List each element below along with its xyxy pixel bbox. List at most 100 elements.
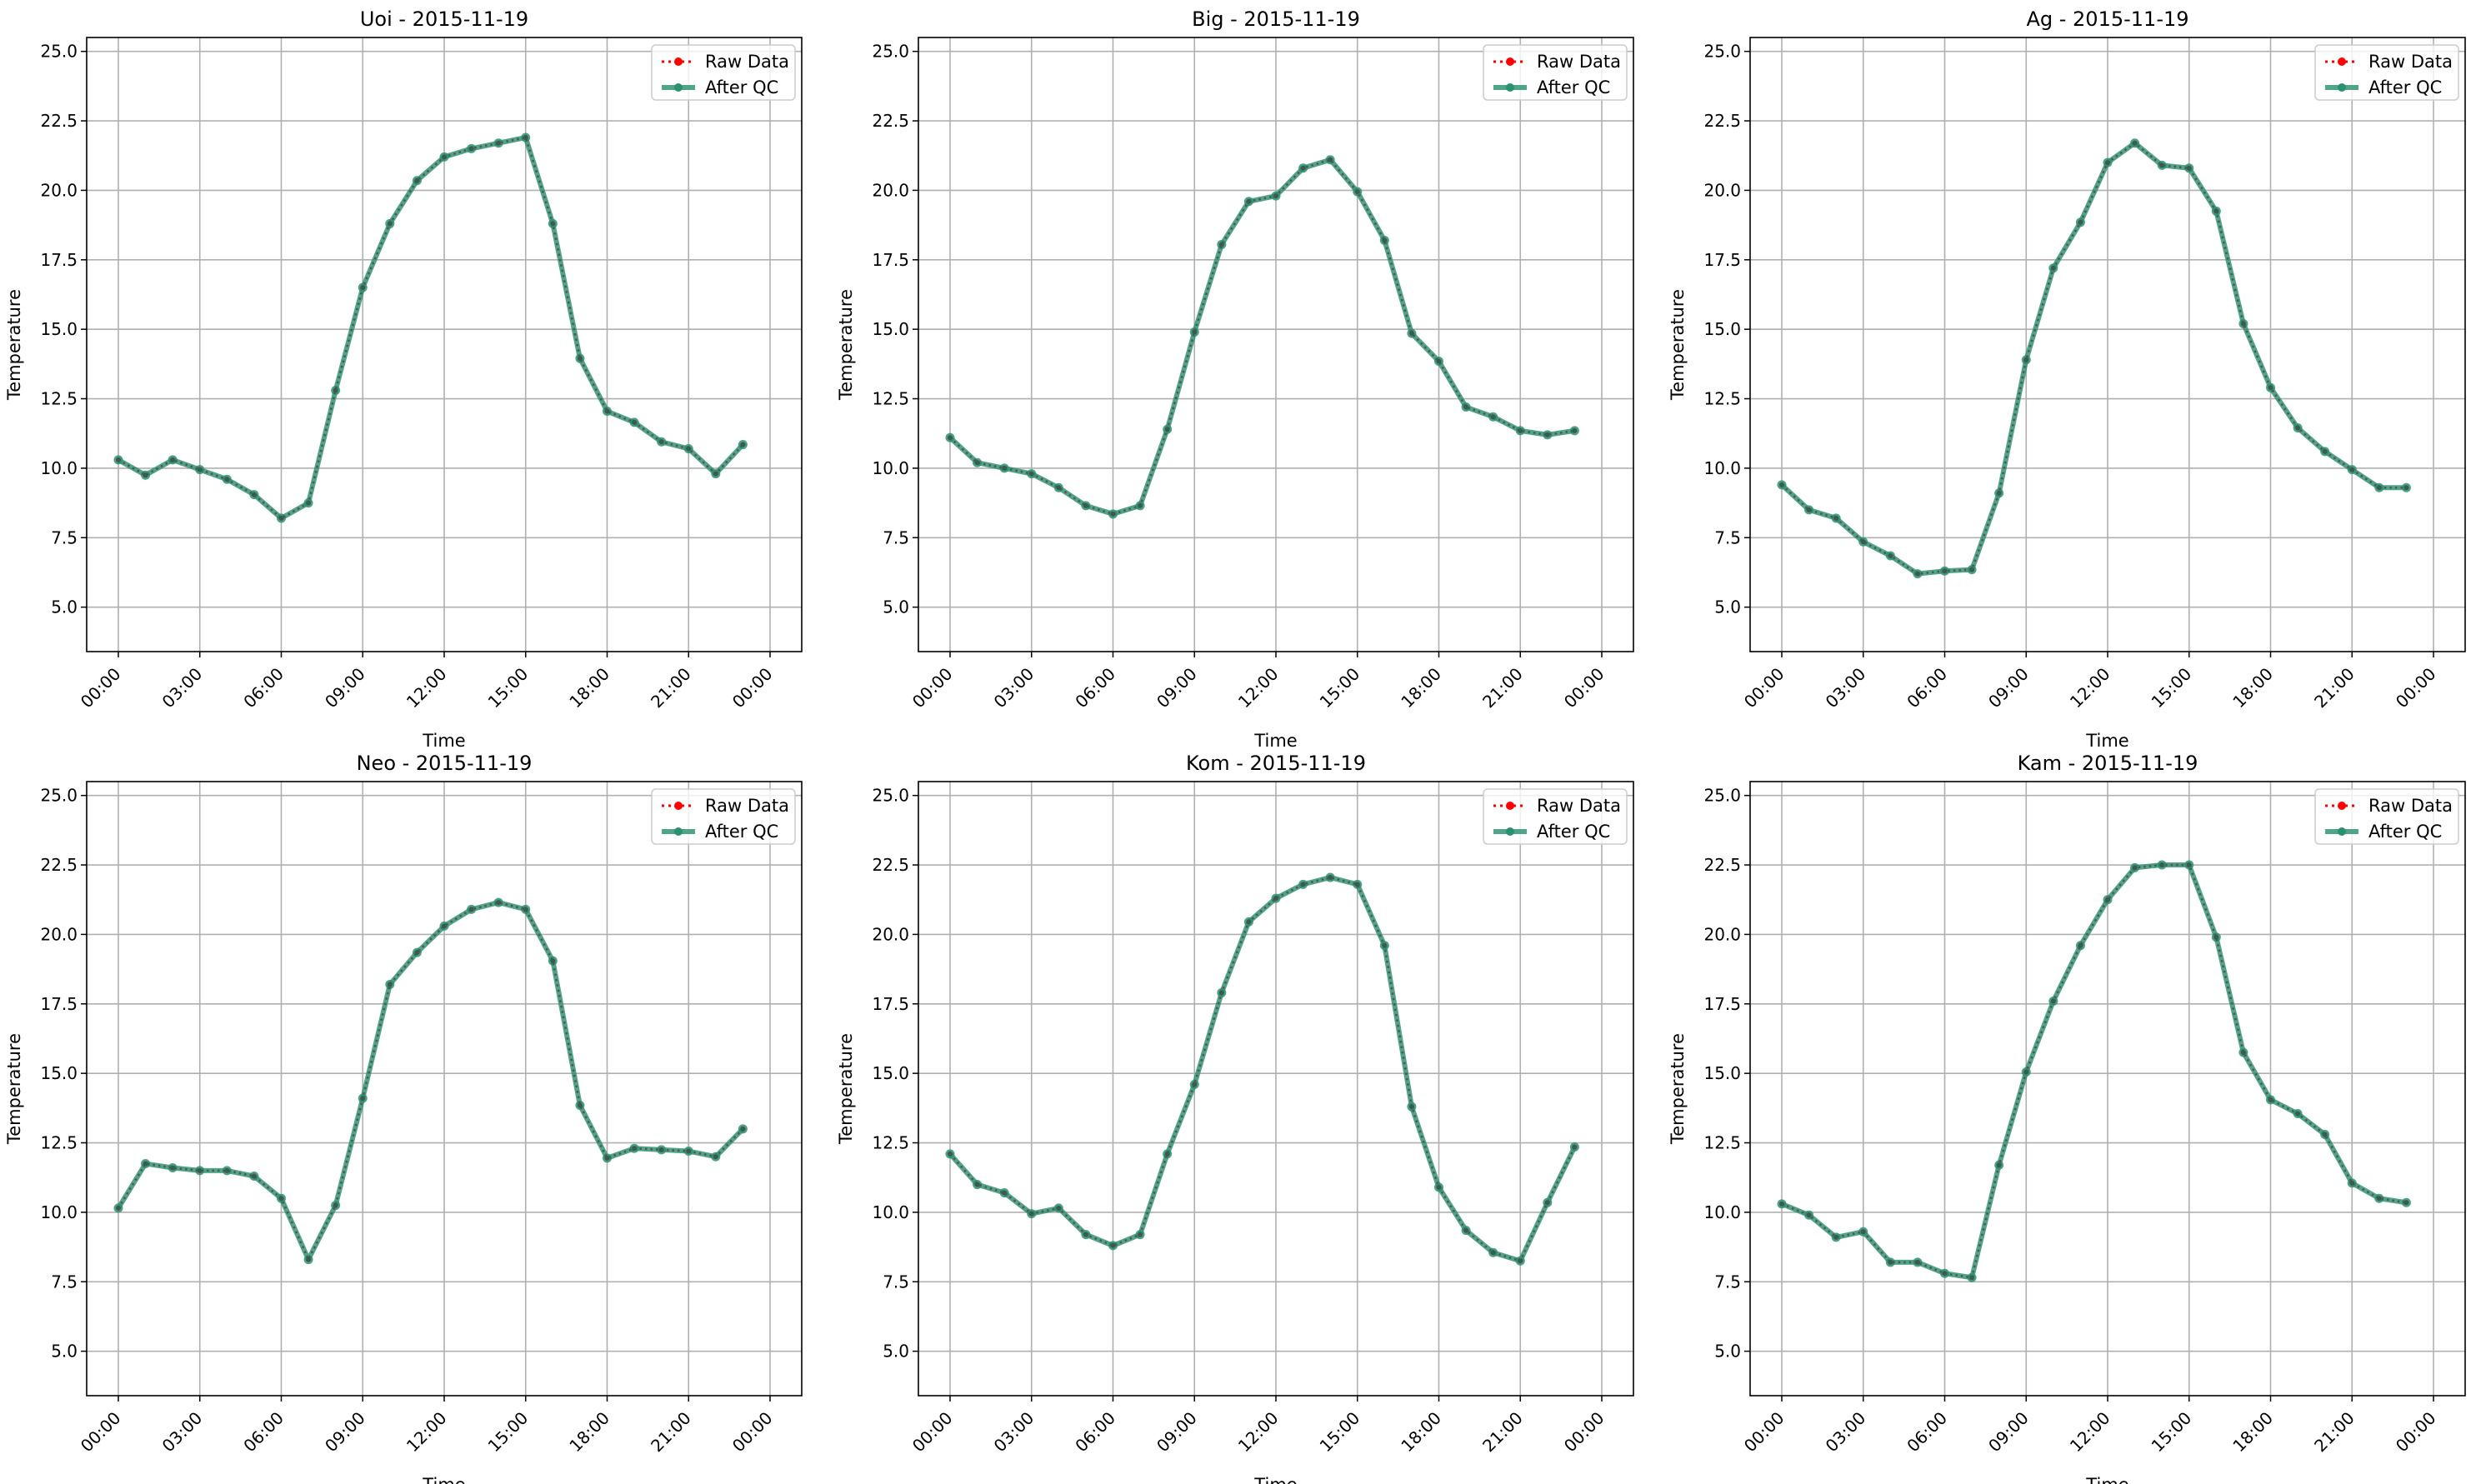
data-point-raw-data (523, 135, 528, 141)
data-point-raw-data (948, 435, 953, 441)
data-point-raw-data (604, 408, 610, 414)
y-axis-label: Temperature (4, 1033, 24, 1145)
data-point-raw-data (523, 907, 528, 912)
y-tick-label: 15.0 (40, 319, 78, 339)
data-point-raw-data (604, 1155, 610, 1161)
data-point-raw-data (1164, 427, 1170, 432)
x-tick-label: 15:00 (484, 1408, 533, 1457)
series-line-raw-data (1781, 142, 2407, 575)
data-point-raw-data (2023, 1069, 2029, 1075)
data-point-raw-data (278, 515, 284, 521)
data-point-raw-data (1408, 331, 1414, 337)
y-tick-label: 25.0 (872, 786, 909, 806)
data-point-raw-data (1490, 1250, 1496, 1256)
series-line-after-qc (948, 157, 1575, 517)
data-point-raw-data (197, 467, 203, 472)
data-point-raw-data (1246, 198, 1252, 204)
y-tick-label: 20.0 (1703, 924, 1741, 944)
y-axis-label: Temperature (836, 289, 856, 401)
series-line-raw-data (949, 158, 1575, 516)
data-point-raw-data (442, 154, 447, 160)
x-axis-label: Time (1253, 731, 1297, 751)
y-tick-label: 12.5 (1703, 389, 1741, 409)
y-tick-label: 17.5 (40, 250, 78, 270)
y-tick-label: 7.5 (883, 527, 909, 547)
data-point-raw-data (1436, 358, 1442, 364)
data-point-raw-data (1888, 1259, 1893, 1265)
data-point-raw-data (2268, 385, 2273, 391)
data-point-raw-data (1138, 1232, 1143, 1237)
y-tick-label: 12.5 (872, 1133, 909, 1153)
chart-panel: 00:00 03:00 06:00 09:00 12:00 15:00 18:00 21:00… (836, 752, 1634, 1484)
data-point-raw-data (1246, 919, 1252, 925)
data-point-raw-data (1056, 1205, 1062, 1211)
data-point-raw-data (197, 1167, 203, 1173)
plot-frame (918, 781, 1634, 1397)
series-line-raw-data (949, 876, 1576, 1262)
y-tick-label: 12.5 (40, 1133, 78, 1153)
data-point-raw-data (1996, 490, 2002, 496)
data-point-raw-data (1382, 237, 1388, 243)
legend-marker-raw-data (1506, 802, 1514, 810)
y-axis-label: Temperature (4, 289, 24, 401)
y-tick-label: 22.5 (1703, 111, 1741, 131)
data-point-raw-data (1779, 482, 1784, 487)
data-point-raw-data (1300, 882, 1306, 887)
data-point-raw-data (2295, 1111, 2301, 1117)
x-tick-label: 18:00 (1397, 664, 1445, 712)
y-tick-label: 20.0 (872, 180, 909, 200)
data-point-raw-data (360, 1096, 366, 1102)
legend-label: After QC (2368, 822, 2442, 842)
x-tick-label: 15:00 (2148, 1408, 2196, 1457)
y-tick-label: 17.5 (1703, 250, 1741, 270)
data-point-raw-data (658, 1147, 664, 1152)
data-point-raw-data (1888, 552, 1893, 558)
data-point-raw-data (143, 1161, 148, 1167)
data-point-raw-data (2023, 357, 2029, 362)
x-tick-label: 00:00 (77, 664, 125, 712)
data-point-raw-data (442, 923, 447, 929)
x-tick-label: 21:00 (1478, 1408, 1527, 1457)
data-point-raw-data (414, 177, 420, 183)
y-axis-label: Temperature (1668, 289, 1688, 401)
data-point-raw-data (1463, 404, 1469, 410)
legend-marker-after-qc (2338, 83, 2346, 92)
y-tick-label: 10.0 (40, 1202, 78, 1222)
x-tick-label: 03:00 (990, 1408, 1038, 1457)
y-tick-label: 7.5 (51, 527, 78, 547)
data-point-raw-data (2240, 321, 2246, 327)
x-tick-label: 00:00 (2392, 664, 2440, 712)
legend-marker-raw-data (2338, 802, 2346, 810)
data-point-raw-data (2322, 448, 2328, 454)
data-point-raw-data (2213, 208, 2219, 214)
data-point-raw-data (1806, 1212, 1812, 1218)
data-point-raw-data (2268, 1097, 2273, 1102)
plot-frame (86, 781, 803, 1397)
data-point-raw-data (278, 1196, 284, 1202)
data-point-raw-data (2376, 485, 2382, 491)
x-tick-label: 12:00 (1234, 664, 1283, 712)
data-point-raw-data (306, 500, 312, 506)
legend-marker-raw-data (674, 802, 683, 810)
plot-frame (86, 37, 803, 652)
y-tick-label: 22.5 (1703, 855, 1741, 875)
data-point-raw-data (1942, 568, 1948, 574)
y-tick-label: 15.0 (872, 319, 909, 339)
data-point-raw-data (2186, 862, 2192, 868)
x-tick-label: 06:00 (239, 1408, 288, 1457)
data-point-raw-data (1833, 515, 1839, 521)
chart-panel: 00:00 03:00 06:00 09:00 12:00 15:00 18:00 21:00… (836, 7, 1634, 751)
data-point-raw-data (974, 460, 980, 466)
legend-marker-after-qc (2338, 827, 2346, 836)
legend-label: After QC (2368, 77, 2442, 97)
y-axis-label: Temperature (1668, 1033, 1688, 1145)
data-point-raw-data (1806, 507, 1812, 512)
data-point-raw-data (387, 221, 393, 227)
data-point-raw-data (1002, 465, 1008, 471)
y-tick-label: 7.5 (51, 1272, 78, 1292)
y-tick-label: 25.0 (872, 42, 909, 62)
y-tick-label: 20.0 (40, 924, 78, 944)
data-point-raw-data (1273, 896, 1278, 902)
data-point-raw-data (414, 950, 420, 956)
